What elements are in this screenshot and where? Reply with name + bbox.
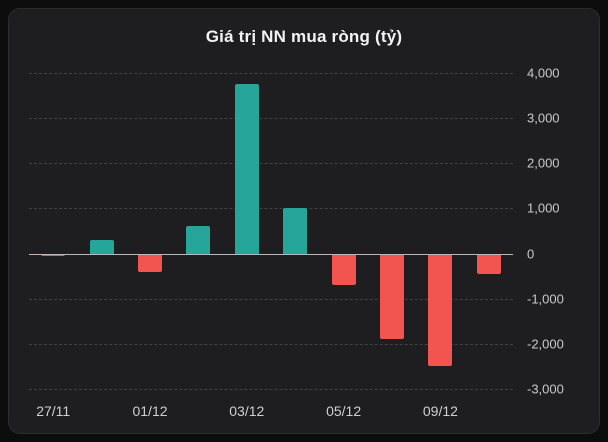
bar-positive (234, 84, 259, 254)
y-axis-tick-label: 2,000 (527, 155, 560, 171)
grid-line (29, 389, 513, 390)
bar-positive (89, 240, 114, 254)
y-axis-tick-label: -2,000 (527, 336, 564, 352)
bar-negative (138, 253, 162, 272)
bar-negative (476, 253, 501, 274)
grid-line (29, 73, 513, 74)
grid-line (29, 208, 513, 210)
y-axis-tick-label: 4,000 (527, 65, 560, 81)
x-axis-tick-label: 05/12 (326, 403, 362, 419)
y-axis: 4,000 3,000 2,000 1,000 0 -1,000 -2,000 -3,000 (527, 66, 585, 397)
x-axis-tick-label: 01/12 (132, 403, 168, 419)
zero-axis-line (29, 253, 513, 255)
y-axis-tick-label: 3,000 (527, 110, 560, 126)
y-axis-tick-label: 0 (527, 246, 535, 262)
bar-negative (331, 253, 356, 286)
x-axis-tick-label: 03/12 (229, 403, 265, 419)
bar-negative (380, 253, 404, 340)
y-axis-tick-label: -1,000 (527, 291, 564, 307)
x-axis-tick-label: 27/11 (36, 403, 71, 419)
y-axis-tick-label: 1,000 (527, 200, 560, 216)
grid-line (29, 163, 513, 165)
plot-area (29, 73, 513, 390)
bar-positive (186, 226, 211, 254)
chart-panel: Giá trị NN mua ròng (tỷ) 4,000 3,000 2,000… (8, 8, 600, 434)
grid-line (29, 118, 513, 120)
bar-negative (428, 253, 453, 367)
bar-positive (283, 208, 308, 254)
bar-negative (41, 253, 66, 257)
grid-line (29, 298, 513, 300)
grid-line (29, 343, 513, 345)
x-axis: 27/11 01/12 03/12 05/12 09/12 (29, 401, 513, 423)
x-axis-tick-label: 09/12 (422, 403, 458, 419)
y-axis-tick-label: -3,000 (527, 381, 564, 397)
chart-title: Giá trị NN mua ròng (tỷ) (205, 27, 403, 46)
